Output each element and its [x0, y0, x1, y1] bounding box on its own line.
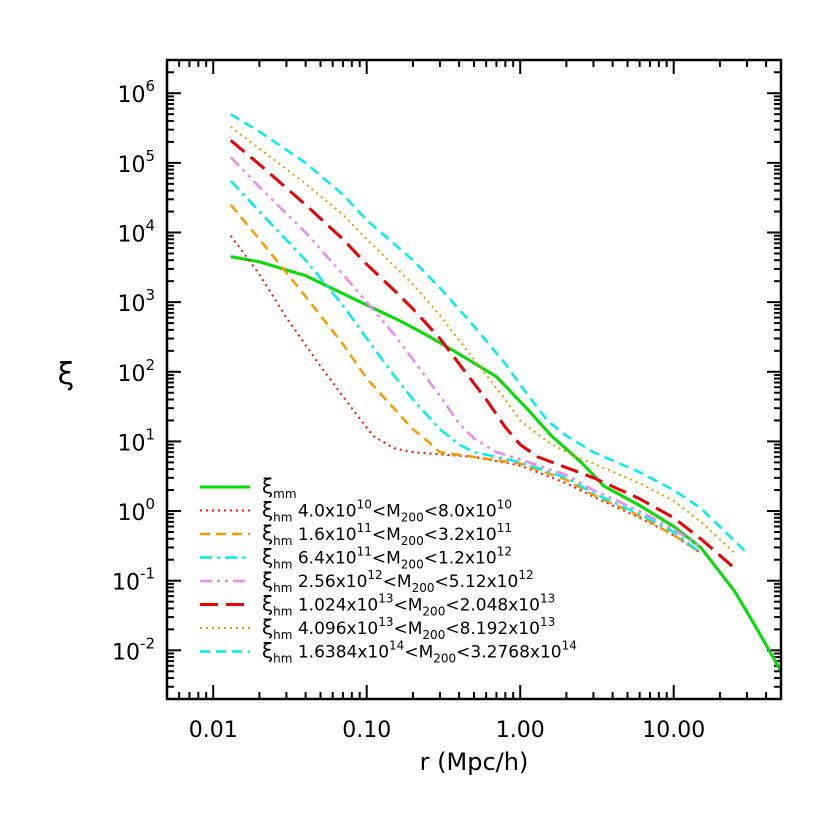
y-tick-label: 101 [117, 425, 155, 456]
y-tick-label: 104 [117, 217, 155, 248]
y-tick-label: 103 [117, 286, 155, 317]
series-line-1 [230, 255, 781, 673]
x-tick-label: 10.00 [642, 718, 705, 743]
legend-label-8: ξhm 1.6384x1014<M200<3.2768x1014 [262, 639, 577, 666]
series-line-7 [230, 126, 736, 554]
series-line-8 [230, 113, 748, 554]
y-tick-label: 10-2 [112, 634, 155, 665]
legend-label-3: ξhm 1.6x1011<M200<3.2x1011 [262, 521, 512, 548]
y-tick-label: 106 [117, 77, 155, 108]
y-tick-label: 105 [117, 147, 155, 178]
x-tick-label: 0.01 [189, 718, 238, 743]
x-tick-label: 1.00 [496, 718, 545, 743]
plot-frame [165, 58, 783, 701]
y-tick-label: 102 [117, 356, 155, 387]
series-line-5 [229, 156, 702, 549]
legend-label-5: ξhm 2.56x1012<M200<5.12x1012 [262, 568, 534, 595]
legend-label-7: ξhm 4.096x1013<M200<8.192x1013 [262, 615, 555, 642]
y-axis-label: ξ [58, 357, 75, 392]
series-line-6 [229, 139, 736, 570]
x-tick-label: 0.10 [342, 718, 391, 743]
legend-label-2: ξhm 4.0x1010<M200<8.0x1010 [262, 498, 512, 525]
series-layer [229, 113, 781, 673]
y-tick-label: 100 [117, 495, 155, 526]
x-ticks: 0.01 0.10 1.00 10.00 [166, 60, 782, 743]
legend-label-4: ξhm 6.4x1011<M200<1.2x1012 [262, 545, 512, 572]
series-line-4 [229, 180, 702, 554]
legend-label-6: ξhm 1.024x1013<M200<2.048x1013 [262, 592, 555, 619]
x-axis-label: r (Mpc/h) [420, 748, 529, 776]
y-tick-label: 10-1 [112, 565, 155, 596]
legend-label-1: ξmm [262, 474, 297, 501]
series-line-3 [229, 203, 702, 555]
